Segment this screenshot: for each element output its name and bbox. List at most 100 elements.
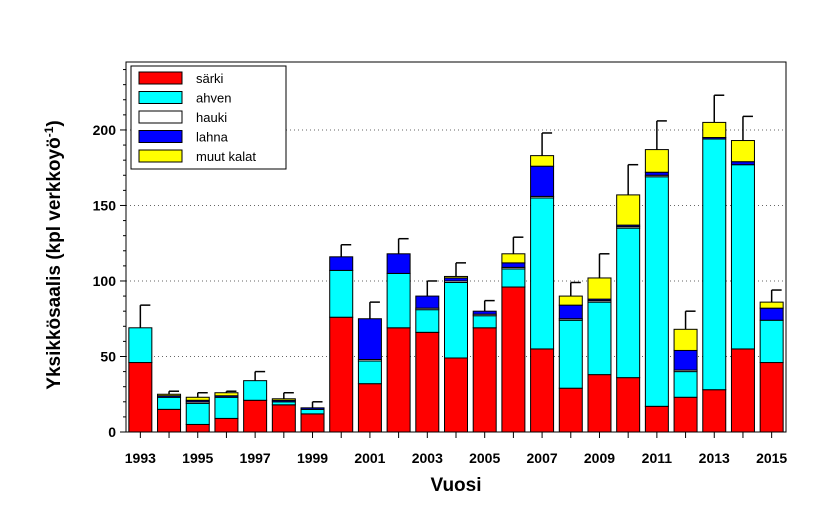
bars — [128, 121, 784, 433]
legend-swatch — [138, 71, 183, 85]
bar-segment — [616, 377, 641, 433]
bar-segment — [185, 396, 210, 401]
bar-segment — [759, 301, 784, 309]
y-axis-title-suffix: ) — [44, 120, 65, 126]
bar-segment — [644, 149, 669, 173]
bar-segment — [702, 138, 727, 391]
legend-swatch — [138, 149, 183, 163]
bar-segment — [530, 197, 555, 350]
bar-segment — [415, 331, 440, 433]
bar-segment — [730, 164, 755, 350]
legend: särki ahven hauki lahna muut kalat — [130, 65, 287, 170]
legend-label: muut kalat — [196, 149, 256, 164]
bar-segment — [444, 281, 468, 359]
x-tick-label: 1997 — [240, 450, 271, 466]
y-axis-title: Yksikkösaalis (kpl verkkoyö-1) — [42, 120, 65, 389]
legend-label: hauki — [196, 110, 227, 125]
bar-segment — [157, 408, 182, 433]
error-bars — [139, 94, 782, 408]
bar-segment — [702, 121, 727, 139]
bar-segment — [300, 407, 325, 410]
bar-segment — [759, 307, 784, 321]
x-tick-label: 2007 — [527, 450, 558, 466]
x-tick-label: 1993 — [125, 450, 156, 466]
bar-segment — [644, 176, 669, 407]
bar-segment — [415, 309, 440, 333]
bar-segment — [357, 360, 382, 385]
x-axis: 1993 1995 1997 1999 2001 2003 2005 2007 2009 2011… — [125, 432, 787, 466]
legend-label: särki — [196, 71, 224, 86]
legend-swatch — [138, 110, 183, 124]
legend-swatch — [138, 130, 183, 143]
bar-segment — [587, 277, 612, 300]
x-tick-label: 2003 — [412, 450, 443, 466]
x-axis-title: Vuosi — [430, 475, 481, 496]
bar-segment — [501, 262, 526, 268]
bar-segment — [243, 399, 268, 433]
bar-segment — [616, 227, 641, 379]
bar-segment — [357, 318, 382, 361]
x-tick-label: 2015 — [756, 450, 787, 466]
bar-segment — [444, 357, 468, 433]
bar-segment — [644, 405, 669, 433]
bar-segment — [472, 315, 497, 329]
x-tick-label: 2011 — [642, 450, 673, 466]
bar-segment — [673, 371, 698, 398]
bar-segment — [300, 408, 325, 415]
bar-segment — [329, 316, 354, 433]
bar-segment — [530, 165, 555, 197]
bar-segment — [271, 398, 296, 401]
bar-segment — [357, 383, 382, 433]
bar-segment — [185, 423, 210, 433]
bar-segment — [558, 319, 583, 389]
bar-segment — [214, 417, 239, 433]
bar-segment — [501, 268, 526, 288]
bar-segment — [558, 304, 583, 320]
bar-segment — [300, 413, 325, 433]
x-tick-label: 2013 — [699, 450, 730, 466]
bar-segment — [702, 389, 727, 433]
bar-segment — [673, 396, 698, 433]
bar-segment — [730, 348, 755, 433]
y-axis: 0 50 100 150 200 — [93, 69, 126, 440]
bar-segment — [128, 327, 153, 364]
bar-segment — [214, 392, 239, 397]
bar-segment — [587, 374, 612, 433]
bar-segment — [214, 396, 239, 419]
bar-segment — [558, 387, 583, 433]
bar-segment — [329, 269, 354, 318]
bar-segment — [759, 362, 784, 433]
bar-segment — [185, 402, 210, 425]
bar-segment — [415, 295, 440, 309]
bar-segment — [730, 140, 755, 163]
bar-segment — [616, 194, 641, 226]
x-tick-label: 1999 — [297, 450, 328, 466]
bar-segment — [759, 319, 784, 364]
bar-segment — [386, 327, 411, 433]
bar-segment — [530, 155, 555, 167]
y-tick-label: 50 — [100, 348, 116, 364]
bar-segment — [673, 328, 698, 351]
y-tick-label: 0 — [108, 424, 116, 440]
bar-segment — [157, 393, 182, 397]
bar-segment — [587, 301, 612, 376]
legend-label: lahna — [196, 130, 229, 145]
bar-segment — [386, 272, 411, 329]
bar-segment — [558, 295, 583, 306]
bar-segment — [329, 256, 354, 271]
y-axis-title-superscript: -1 — [42, 126, 56, 137]
bar-segment — [271, 404, 296, 433]
legend-swatch — [138, 91, 183, 104]
x-tick-label: 1995 — [182, 450, 213, 466]
bar-segment — [501, 253, 526, 264]
y-tick-label: 200 — [93, 122, 117, 138]
bar-segment — [128, 362, 153, 433]
bar-segment — [157, 396, 182, 410]
bar-segment — [673, 349, 698, 371]
bar-segment — [444, 275, 468, 279]
x-tick-label: 2009 — [584, 450, 615, 466]
x-tick-label: 2005 — [469, 450, 500, 466]
legend-label: ahven — [196, 91, 231, 106]
bar-segment — [243, 380, 268, 401]
